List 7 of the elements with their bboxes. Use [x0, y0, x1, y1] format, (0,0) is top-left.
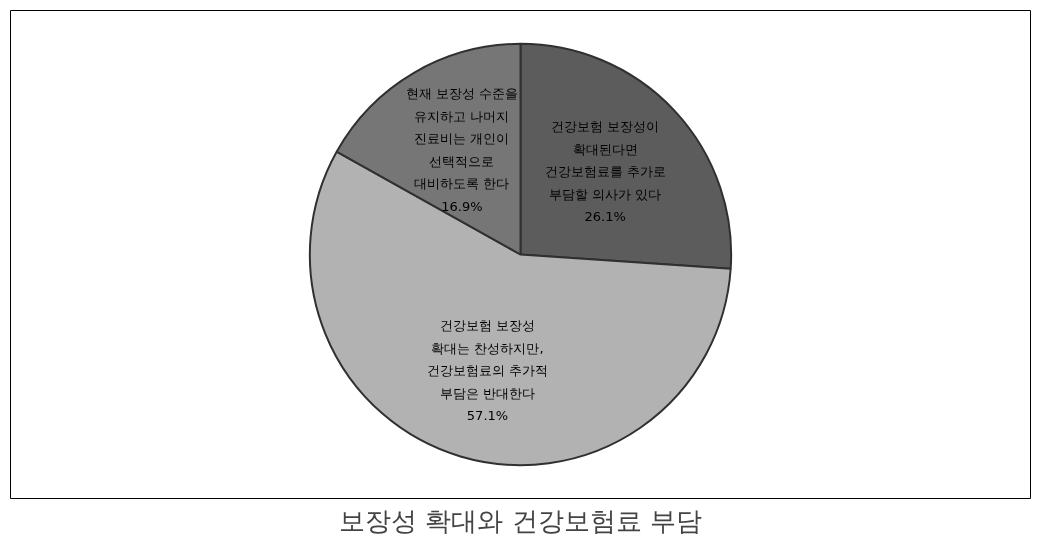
slice-label: 건강보험 보장성이 확대된다면 건강보험료를 추가로 부담할 의사가 있다	[544, 119, 666, 202]
text: 보장성 확대와 건강보험료 부담	[339, 505, 702, 536]
slice-label: 현재 보장성 수준을 유지하고 나머지 진료비는 개인이 선택적으로 대비하도록 한다	[405, 86, 519, 192]
data-label: 57.1%	[466, 408, 509, 424]
data-label: 26.1%	[584, 209, 626, 225]
slice-label: 건강보험 보장성 확대는 찬성하지만, 건강보험료의 추가적 부담은 반대한다	[426, 318, 549, 401]
data-label: 16.9%	[441, 198, 483, 214]
